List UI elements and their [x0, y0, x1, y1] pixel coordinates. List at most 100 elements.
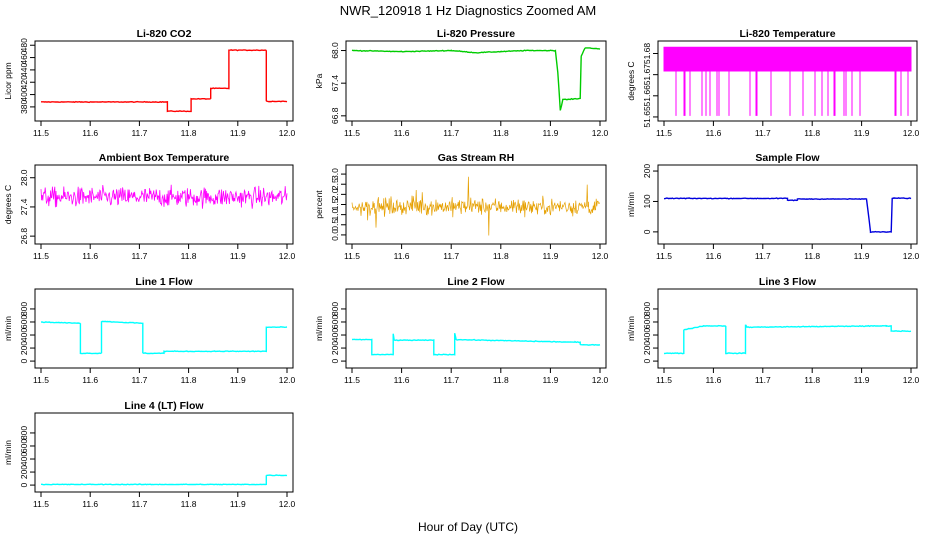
- panel-1: Li-820 CO2 11.5 11.6 11.7 11.8 11.9 12.0 380400…: [3, 28, 296, 138]
- x-tick-label: 11.9: [854, 251, 870, 261]
- y-tick-label: 400: [19, 452, 29, 466]
- x-tick-label: 11.6: [394, 128, 410, 138]
- y-tick-label: 400: [19, 87, 29, 101]
- x-tick-label: 11.6: [705, 128, 721, 138]
- x-tick-label: 11.8: [493, 375, 509, 385]
- y-tick-label: 1.5: [330, 198, 340, 210]
- panel-title: Li-820 CO2: [137, 28, 192, 40]
- x-tick-label: 11.8: [804, 128, 820, 138]
- y-tick-label: 600: [330, 315, 340, 329]
- y-tick-label: 0: [330, 358, 340, 363]
- y-axis-label: degrees C: [626, 61, 636, 100]
- x-tick-label: 11.9: [542, 128, 558, 138]
- series-line: [41, 474, 288, 486]
- y-tick-label: 800: [642, 302, 652, 316]
- series-line: [663, 46, 912, 116]
- y-tick-label: 200: [19, 465, 29, 479]
- x-tick-label: 11.8: [181, 251, 197, 261]
- x-tick-label: 11.5: [33, 128, 49, 138]
- y-tick-label: 3.0: [330, 168, 340, 180]
- series-line: [40, 184, 288, 209]
- x-tick-label: 11.5: [33, 499, 49, 509]
- y-tick-label: 400: [642, 328, 652, 342]
- x-tick-label: 11.9: [854, 128, 870, 138]
- x-tick-label: 12.0: [279, 499, 296, 509]
- x-tick-label: 11.5: [656, 128, 672, 138]
- y-tick-label: 67.4: [330, 75, 340, 92]
- x-tick-label: 11.8: [181, 128, 197, 138]
- y-tick-label: 200: [19, 341, 29, 355]
- y-tick-label: 0: [19, 482, 29, 487]
- x-tick-label: 11.7: [755, 128, 771, 138]
- y-tick-label: 600: [19, 315, 29, 329]
- plot-frame: [657, 40, 918, 122]
- x-tick-label: 12.0: [903, 375, 920, 385]
- x-tick-label: 11.9: [230, 128, 246, 138]
- panel-9: Line 3 Flow 11.5 11.6 11.7 11.8 11.9 12.0 0 2004…: [626, 276, 920, 385]
- panel-3: Li-820 Temperature 11.5 11.6 11.7 11.8 11.9 12…: [626, 28, 920, 138]
- x-tick-label: 11.6: [705, 375, 721, 385]
- panel-title: Ambient Box Temperature: [99, 152, 230, 164]
- x-tick-label: 11.7: [443, 128, 459, 138]
- y-tick-label: 600: [19, 439, 29, 453]
- x-tick-label: 11.5: [344, 375, 360, 385]
- y-tick-label: 100: [642, 194, 652, 208]
- y-tick-label: 51.65: [642, 106, 652, 128]
- y-tick-label: 68.0: [330, 42, 340, 59]
- x-tick-label: 11.6: [82, 375, 98, 385]
- panel-title: Line 3 Flow: [759, 276, 817, 288]
- y-tick-label: 0: [19, 358, 29, 363]
- y-tick-label: 800: [19, 426, 29, 440]
- x-tick-label: 11.9: [230, 375, 246, 385]
- x-tick-label: 11.9: [542, 251, 558, 261]
- panel-title: Li-820 Temperature: [739, 28, 835, 40]
- y-tick-label: 51.68: [642, 43, 652, 65]
- x-tick-label: 11.5: [344, 128, 360, 138]
- x-tick-label: 11.5: [344, 251, 360, 261]
- x-tick-label: 12.0: [592, 251, 609, 261]
- x-tick-label: 11.9: [230, 499, 246, 509]
- x-tick-label: 11.5: [33, 375, 49, 385]
- y-tick-label: 400: [330, 328, 340, 342]
- x-tick-label: 11.6: [705, 251, 721, 261]
- series-line: [351, 176, 601, 236]
- y-tick-label: 1.0: [330, 208, 340, 220]
- x-tick-label: 11.8: [804, 375, 820, 385]
- plot-frame: [345, 288, 607, 369]
- y-axis-label: ml/min: [626, 316, 636, 341]
- panel-4: Ambient Box Temperature 11.5 11.6 11.7 11.8 1…: [3, 152, 296, 261]
- y-tick-label: 0.5: [330, 219, 340, 231]
- y-tick-label: 200: [330, 341, 340, 355]
- panel-5: Gas Stream RH 11.5 11.6 11.7 11.8 11.9 12.0 0.0…: [314, 152, 609, 261]
- panel-title: Line 4 (LT) Flow: [124, 400, 204, 412]
- x-tick-label: 11.7: [443, 251, 459, 261]
- y-axis-label: ml/min: [3, 440, 13, 465]
- x-tick-label: 11.6: [82, 251, 98, 261]
- figure-x-axis-label: Hour of Day (UTC): [418, 520, 518, 534]
- x-tick-label: 11.7: [131, 499, 147, 509]
- plot-frame: [34, 40, 294, 122]
- x-tick-label: 11.6: [394, 375, 410, 385]
- panel-title: Line 1 Flow: [135, 276, 193, 288]
- x-tick-label: 12.0: [592, 375, 609, 385]
- panel-8: Line 2 Flow 11.5 11.6 11.7 11.8 11.9 12.0 0 2004…: [314, 276, 609, 385]
- x-tick-label: 11.5: [33, 251, 49, 261]
- x-tick-label: 11.5: [656, 375, 672, 385]
- x-tick-label: 12.0: [279, 375, 296, 385]
- plot-frame: [657, 288, 918, 369]
- x-tick-label: 11.8: [493, 128, 509, 138]
- y-tick-label: 480: [19, 38, 29, 52]
- plot-frame: [34, 288, 294, 369]
- x-tick-label: 12.0: [279, 251, 296, 261]
- x-tick-label: 11.9: [542, 375, 558, 385]
- y-tick-label: 380: [19, 100, 29, 114]
- series-line: [663, 324, 912, 355]
- y-axis-label: ml/min: [626, 192, 636, 217]
- x-tick-label: 11.5: [656, 251, 672, 261]
- y-tick-label: 0: [642, 358, 652, 363]
- y-tick-label: 2.5: [330, 178, 340, 190]
- y-axis-label: ml/min: [314, 316, 324, 341]
- x-tick-label: 11.6: [82, 499, 98, 509]
- x-tick-label: 11.8: [493, 251, 509, 261]
